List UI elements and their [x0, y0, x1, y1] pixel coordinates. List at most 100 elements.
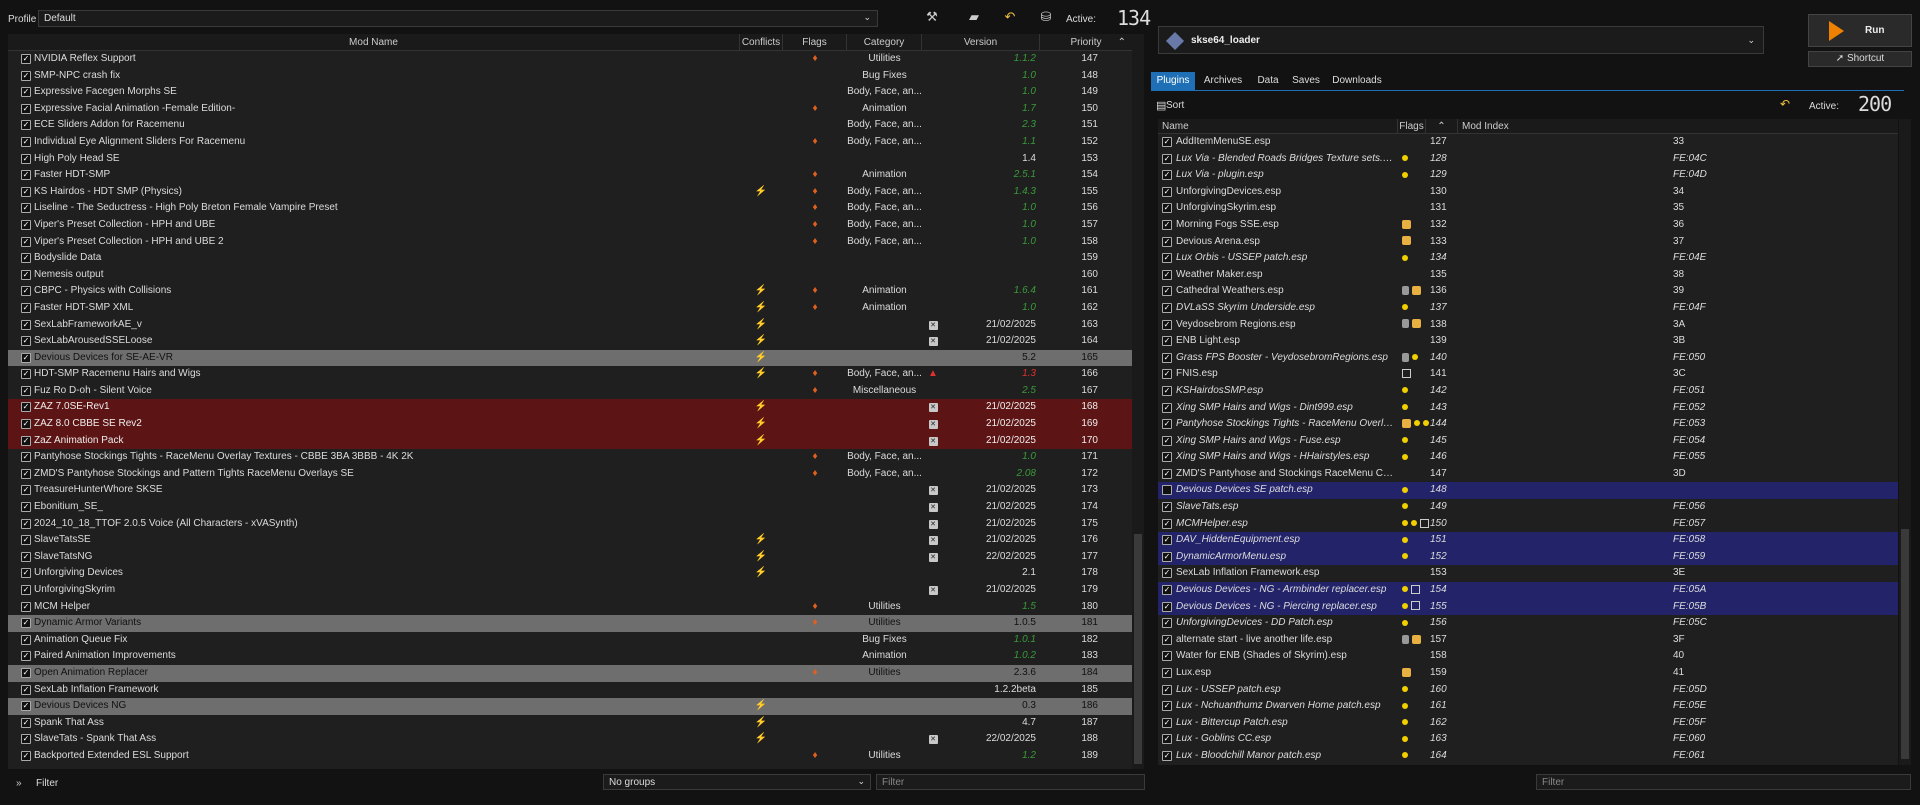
mod-row[interactable]: Individual Eye Alignment Sliders For Rac…: [8, 133, 1132, 151]
mod-enabled-checkbox[interactable]: [21, 186, 31, 197]
plugin-row[interactable]: alternate start - live another life.esp …: [1158, 631, 1898, 649]
tab-saves[interactable]: Saves: [1292, 75, 1320, 86]
mod-row[interactable]: Animation Queue Fix Bug Fixes 1.0.1 182: [8, 631, 1132, 649]
mod-enabled-checkbox[interactable]: [21, 203, 31, 214]
mod-row[interactable]: Devious Devices NG ⚡ 0.3 186: [8, 698, 1132, 715]
plugin-row[interactable]: UnforgivingDevices - DD Patch.esp 156 FE:…: [1158, 615, 1898, 632]
mod-row[interactable]: Faster HDT-SMP XML ⚡ ♦ Animation 1.0 162: [8, 299, 1132, 317]
plugin-row[interactable]: Devious Devices SE patch.esp 148: [1158, 482, 1898, 500]
mod-row[interactable]: CBPC - Physics with Collisions ⚡ ♦ Animatio…: [8, 283, 1132, 300]
mod-enabled-checkbox[interactable]: [21, 153, 31, 164]
mod-enabled-checkbox[interactable]: [21, 269, 31, 280]
mod-enabled-checkbox[interactable]: [21, 336, 31, 347]
mod-enabled-checkbox[interactable]: [21, 750, 31, 761]
mod-row[interactable]: MCM Helper ♦ Utilities 1.5 180: [8, 598, 1132, 616]
plugin-row[interactable]: Grass FPS Booster - VeydosebromRegions.e…: [1158, 349, 1898, 367]
plugin-row[interactable]: Devious Devices - NG - Piercing replacer…: [1158, 598, 1898, 616]
plugin-enabled-checkbox[interactable]: [1162, 137, 1172, 147]
mod-enabled-checkbox[interactable]: [21, 651, 31, 662]
plugin-enabled-checkbox[interactable]: [1162, 186, 1172, 197]
mod-row[interactable]: ZAZ 8.0 CBBE SE Rev2 ⚡ ✕ 21/02/2025 169: [8, 416, 1132, 433]
plugin-row[interactable]: SexLab Inflation Framework.esp 153 3E: [1158, 565, 1898, 583]
backup-icon[interactable]: ⛁: [1040, 9, 1052, 24]
plugin-row[interactable]: DVLaSS Skyrim Underside.esp 137 FE:04F: [1158, 299, 1898, 317]
plugin-enabled-checkbox[interactable]: [1162, 568, 1172, 579]
plugin-row[interactable]: Lux - Goblins CC.esp 163 FE:060: [1158, 731, 1898, 748]
mod-row[interactable]: SMP-NPC crash fix Bug Fixes 1.0 148: [8, 67, 1132, 85]
mod-enabled-checkbox[interactable]: [21, 485, 31, 496]
plugin-enabled-checkbox[interactable]: [1162, 419, 1172, 430]
mod-enabled-checkbox[interactable]: [21, 103, 31, 114]
mod-enabled-checkbox[interactable]: [21, 667, 31, 678]
plugin-enabled-checkbox[interactable]: [1162, 435, 1172, 446]
plugin-row[interactable]: DynamicArmorMenu.esp 152 FE:059: [1158, 548, 1898, 566]
plugin-enabled-checkbox[interactable]: [1162, 535, 1172, 546]
plugin-enabled-checkbox[interactable]: [1162, 601, 1172, 612]
plugin-row[interactable]: UnforgivingDevices.esp 130 34: [1158, 183, 1898, 201]
mod-row[interactable]: SlaveTatsSE ⚡ ✕ 21/02/2025 176: [8, 532, 1132, 549]
mod-row[interactable]: HDT-SMP Racemenu Hairs and Wigs ⚡ ♦ Body, F…: [8, 366, 1132, 383]
plugin-enabled-checkbox[interactable]: [1162, 651, 1172, 662]
mod-enabled-checkbox[interactable]: [21, 585, 31, 595]
tab-archives[interactable]: Archives: [1203, 75, 1243, 86]
plugin-filter-input[interactable]: Filter: [1536, 774, 1911, 790]
mod-row[interactable]: SlaveTats - Spank That Ass ⚡ ✕ 22/02/2025 18…: [8, 731, 1132, 748]
mod-row[interactable]: SexLab Inflation Framework 1.2.2beta 185: [8, 681, 1132, 699]
col-name[interactable]: Name: [1158, 119, 1398, 134]
plugin-list-scrollbar[interactable]: [1899, 119, 1911, 765]
mod-row[interactable]: ZaZ Animation Pack ⚡ ✕ 21/02/2025 170: [8, 432, 1132, 450]
plugin-row[interactable]: SlaveTats.esp 149 FE:056: [1158, 499, 1898, 516]
mod-enabled-checkbox[interactable]: [21, 535, 31, 546]
mod-row[interactable]: ZAZ 7.0SE-Rev1 ⚡ ✕ 21/02/2025 168: [8, 399, 1132, 417]
mod-filter-input[interactable]: Filter: [876, 774, 1145, 790]
plugin-enabled-checkbox[interactable]: [1162, 551, 1172, 562]
plugin-enabled-checkbox[interactable]: [1162, 203, 1172, 214]
mod-enabled-checkbox[interactable]: [21, 219, 31, 230]
plugin-enabled-checkbox[interactable]: [1162, 502, 1172, 513]
mod-row[interactable]: UnforgivingSkyrim ✕ 21/02/2025 179: [8, 582, 1132, 599]
mod-row[interactable]: Open Animation Replacer ♦ Utilities 2.3.6 18…: [8, 664, 1132, 682]
mod-enabled-checkbox[interactable]: [21, 419, 31, 430]
mod-row[interactable]: TreasureHunterWhore SKSE ✕ 21/02/2025 173: [8, 482, 1132, 500]
plugin-enabled-checkbox[interactable]: [1162, 684, 1172, 695]
folder-icon[interactable]: ▰: [969, 9, 979, 24]
mod-row[interactable]: ECE Sliders Addon for Racemenu Body, Face…: [8, 117, 1132, 134]
mod-row[interactable]: Viper's Preset Collection - HPH and UBE ♦…: [8, 216, 1132, 234]
plugin-enabled-checkbox[interactable]: [1162, 269, 1172, 280]
col-mod-name[interactable]: Mod Name: [8, 34, 740, 51]
plugin-row[interactable]: ENB Light.esp 139 3B: [1158, 333, 1898, 350]
mod-row[interactable]: Faster HDT-SMP ♦ Animation 2.5.1 154: [8, 167, 1132, 184]
plugin-enabled-checkbox[interactable]: [1162, 369, 1172, 380]
plugin-enabled-checkbox[interactable]: [1162, 585, 1172, 596]
mod-enabled-checkbox[interactable]: [21, 468, 31, 479]
plugin-row[interactable]: Lux - USSEP patch.esp 160 FE:05D: [1158, 681, 1898, 699]
plugin-enabled-checkbox[interactable]: [1162, 485, 1172, 496]
plugin-enabled-checkbox[interactable]: [1162, 170, 1172, 181]
plugin-row[interactable]: Xing SMP Hairs and Wigs - Dint999.esp 14…: [1158, 399, 1898, 417]
plugin-row[interactable]: Xing SMP Hairs and Wigs - HHairstyles.es…: [1158, 449, 1898, 466]
plugin-row[interactable]: Water for ENB (Shades of Skyrim).esp 158 4…: [1158, 648, 1898, 665]
mod-row[interactable]: KS Hairdos - HDT SMP (Physics) ⚡ ♦ Body, Fa…: [8, 183, 1132, 201]
mod-enabled-checkbox[interactable]: [21, 302, 31, 313]
plugin-row[interactable]: Pantyhose Stockings Tights - RaceMenu Ov…: [1158, 416, 1898, 433]
plugin-row[interactable]: DAV_HiddenEquipment.esp 151 FE:058: [1158, 532, 1898, 549]
plugin-enabled-checkbox[interactable]: [1162, 618, 1172, 629]
plugin-row[interactable]: Devious Arena.esp 133 37: [1158, 233, 1898, 251]
mod-enabled-checkbox[interactable]: [21, 551, 31, 562]
col-category[interactable]: Category: [847, 34, 922, 51]
plugin-row[interactable]: Cathedral Weathers.esp 136 39: [1158, 283, 1898, 300]
mod-enabled-checkbox[interactable]: [21, 54, 31, 64]
plugin-row[interactable]: Lux Via - Blended Roads Bridges Texture …: [1158, 150, 1898, 168]
plugin-row[interactable]: Lux - Nchuanthumz Dwarven Home patch.esp…: [1158, 698, 1898, 715]
mod-enabled-checkbox[interactable]: [21, 701, 31, 712]
plugin-row[interactable]: Devious Devices - NG - Armbinder replace…: [1158, 582, 1898, 599]
mod-enabled-checkbox[interactable]: [21, 435, 31, 446]
plugin-row[interactable]: Lux Via - plugin.esp 129 FE:04D: [1158, 167, 1898, 184]
col-priority[interactable]: Priority ⌃: [1040, 34, 1132, 51]
sort-icon[interactable]: ▤: [1156, 100, 1167, 112]
tab-plugins[interactable]: Plugins: [1151, 72, 1195, 90]
plugin-enabled-checkbox[interactable]: [1162, 286, 1172, 297]
filter-toggle-icon[interactable]: »: [16, 778, 22, 789]
plugin-row[interactable]: Weather Maker.esp 135 38: [1158, 266, 1898, 284]
mod-row[interactable]: NVIDIA Reflex Support ♦ Utilities 1.1.2 147: [8, 51, 1132, 68]
